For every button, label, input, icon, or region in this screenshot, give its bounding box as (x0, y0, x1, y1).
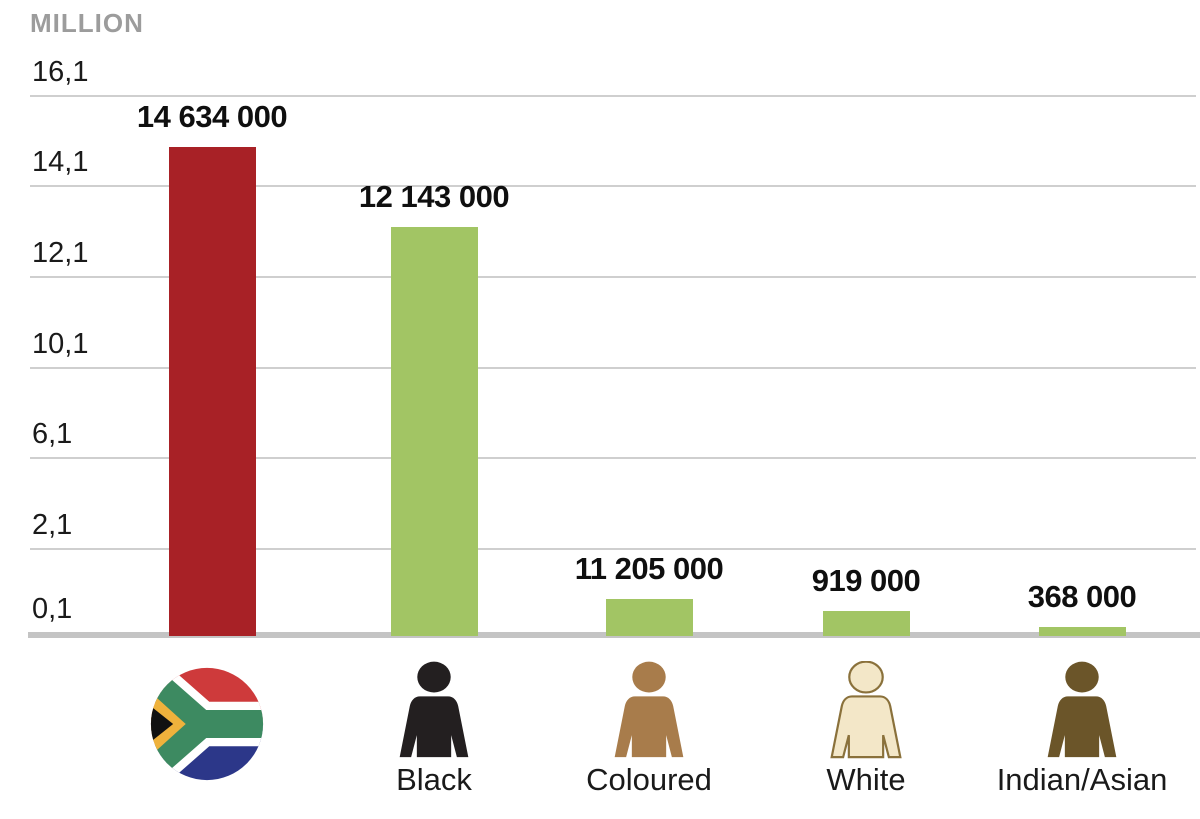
value-label: 11 205 000 (574, 551, 724, 586)
gridline (30, 95, 1196, 97)
y-tick-label: 14,1 (32, 146, 89, 178)
value-label: 14 634 000 (136, 99, 288, 134)
south-africa-flag-icon (150, 667, 264, 781)
bar-indian-asian (1038, 627, 1126, 636)
y-tick-label: 6,1 (32, 418, 73, 450)
value-label: 12 143 000 (358, 179, 510, 214)
bar-column-white: 919 000 (716, 563, 1016, 636)
bar-column-coloured: 11 205 000 (499, 551, 799, 636)
gridline (30, 548, 1196, 550)
category-label-black: Black (396, 762, 472, 797)
bar-column-black: 12 143 000 (284, 179, 584, 636)
category-label-coloured: Coloured (586, 762, 712, 797)
bar-white (822, 611, 910, 636)
y-tick-label: 0,1 (32, 593, 73, 625)
value-label: 919 000 (811, 563, 921, 598)
person-indian-asian-icon (1047, 661, 1117, 758)
y-axis-unit-label: MILLION (30, 8, 144, 38)
gridline (30, 276, 1196, 278)
gridline (30, 367, 1196, 369)
y-tick-label: 12,1 (32, 237, 89, 269)
person-black-icon (399, 661, 469, 758)
y-tick-label: 10,1 (32, 328, 89, 360)
bar-black (390, 227, 478, 636)
y-tick-label: 2,1 (32, 509, 73, 541)
bar-column-total: 14 634 000 (62, 99, 362, 636)
gridline (30, 185, 1196, 187)
y-tick-label: 16,1 (32, 56, 89, 88)
bar-column-indian-asian: 368 000 (932, 579, 1200, 636)
bar-coloured (605, 599, 693, 636)
person-white-icon (830, 661, 902, 759)
category-label-indian-asian: Indian/Asian (996, 762, 1168, 797)
person-coloured-icon (614, 661, 684, 758)
category-label-white: White (826, 762, 906, 797)
value-label: 368 000 (1027, 579, 1137, 614)
gridline (30, 457, 1196, 459)
bar-total (168, 147, 256, 636)
